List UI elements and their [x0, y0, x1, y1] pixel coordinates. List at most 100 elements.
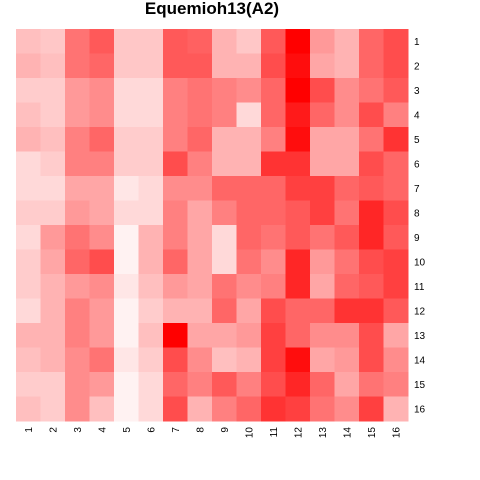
heatmap-cell	[114, 102, 139, 128]
heatmap-cell	[16, 29, 41, 54]
heatmap-cell	[334, 323, 360, 348]
heatmap-cell	[114, 29, 139, 54]
heatmap-cell	[65, 127, 90, 152]
heatmap-cell	[212, 372, 237, 397]
heatmap-cell	[163, 274, 188, 299]
heatmap-cell	[163, 323, 188, 348]
heatmap-cell	[334, 176, 360, 201]
heatmap-cell	[163, 78, 188, 103]
heatmap-cell	[310, 396, 335, 422]
heatmap-cell	[16, 127, 41, 152]
heatmap-cell	[285, 396, 311, 422]
heatmap-cell	[187, 347, 213, 373]
heatmap-cell	[187, 372, 213, 397]
heatmap-cell	[16, 372, 41, 397]
heatmap-cell	[187, 274, 213, 299]
heatmap-cell	[212, 323, 237, 348]
heatmap-cell	[138, 53, 164, 79]
heatmap-cell	[383, 151, 409, 177]
heatmap-cell	[261, 274, 286, 299]
heatmap-cell	[383, 323, 409, 348]
heatmap-cell	[383, 249, 409, 275]
heatmap-cell	[65, 323, 90, 348]
heatmap-cell	[359, 249, 384, 275]
heatmap-cell	[40, 102, 66, 128]
heatmap-cell	[261, 151, 286, 177]
heatmap-cell	[89, 176, 115, 201]
heatmap-cell	[383, 53, 409, 79]
heatmap-cell	[212, 53, 237, 79]
heatmap-cell	[334, 372, 360, 397]
heatmap-cell	[138, 176, 164, 201]
heatmap-cell	[236, 29, 262, 54]
heatmap-cell	[89, 78, 115, 103]
heatmap-cell	[40, 225, 66, 250]
heatmap-cells	[16, 29, 409, 422]
heatmap-cell	[236, 102, 262, 128]
heatmap-cell	[261, 323, 286, 348]
x-tick-label: 8	[195, 427, 206, 433]
heatmap-cell	[383, 396, 409, 422]
heatmap-cell	[138, 225, 164, 250]
heatmap-cell	[236, 225, 262, 250]
y-tick-label: 1	[414, 37, 420, 48]
heatmap-cell	[383, 78, 409, 103]
heatmap-cell	[114, 323, 139, 348]
heatmap-cell	[212, 347, 237, 373]
heatmap-cell	[236, 274, 262, 299]
x-tick-label: 11	[269, 427, 280, 438]
heatmap-cell	[89, 102, 115, 128]
y-tick-label: 9	[414, 233, 420, 244]
heatmap-cell	[285, 347, 311, 373]
heatmap-cell	[40, 396, 66, 422]
heatmap-cell	[89, 249, 115, 275]
heatmap-cell	[138, 78, 164, 103]
heatmap-cell	[261, 347, 286, 373]
heatmap-cell	[65, 298, 90, 324]
heatmap-cell	[285, 78, 311, 103]
heatmap-cell	[212, 176, 237, 201]
heatmap-cell	[383, 102, 409, 128]
heatmap-cell	[114, 53, 139, 79]
heatmap-cell	[65, 78, 90, 103]
heatmap-cell	[89, 29, 115, 54]
heatmap-cell	[310, 298, 335, 324]
heatmap-cell	[163, 372, 188, 397]
heatmap-cell	[261, 102, 286, 128]
heatmap-cell	[334, 225, 360, 250]
heatmap-cell	[236, 396, 262, 422]
heatmap-cell	[16, 323, 41, 348]
heatmap-cell	[187, 298, 213, 324]
heatmap-cell	[89, 372, 115, 397]
heatmap-cell	[65, 249, 90, 275]
heatmap-cell	[285, 53, 311, 79]
heatmap-cell	[163, 298, 188, 324]
x-tick-label: 10	[244, 427, 255, 439]
heatmap-cell	[65, 53, 90, 79]
heatmap-cell	[334, 249, 360, 275]
heatmap-cell	[187, 29, 213, 54]
heatmap-cell	[114, 274, 139, 299]
heatmap-cell	[114, 225, 139, 250]
heatmap-cell	[163, 225, 188, 250]
heatmap-cell	[285, 127, 311, 152]
heatmap-cell	[310, 225, 335, 250]
heatmap-cell	[236, 127, 262, 152]
heatmap-cell	[163, 249, 188, 275]
heatmap-cell	[261, 127, 286, 152]
heatmap-cell	[40, 151, 66, 177]
heatmap-cell	[187, 127, 213, 152]
heatmap-cell	[236, 151, 262, 177]
heatmap-cell	[285, 151, 311, 177]
heatmap-cell	[163, 53, 188, 79]
heatmap-cell	[40, 274, 66, 299]
heatmap-cell	[138, 396, 164, 422]
y-tick-label: 6	[414, 159, 420, 170]
heatmap-cell	[236, 249, 262, 275]
heatmap-cell	[16, 298, 41, 324]
heatmap-cell	[65, 372, 90, 397]
heatmap-cell	[236, 323, 262, 348]
heatmap-cell	[310, 78, 335, 103]
heatmap-cell	[334, 151, 360, 177]
